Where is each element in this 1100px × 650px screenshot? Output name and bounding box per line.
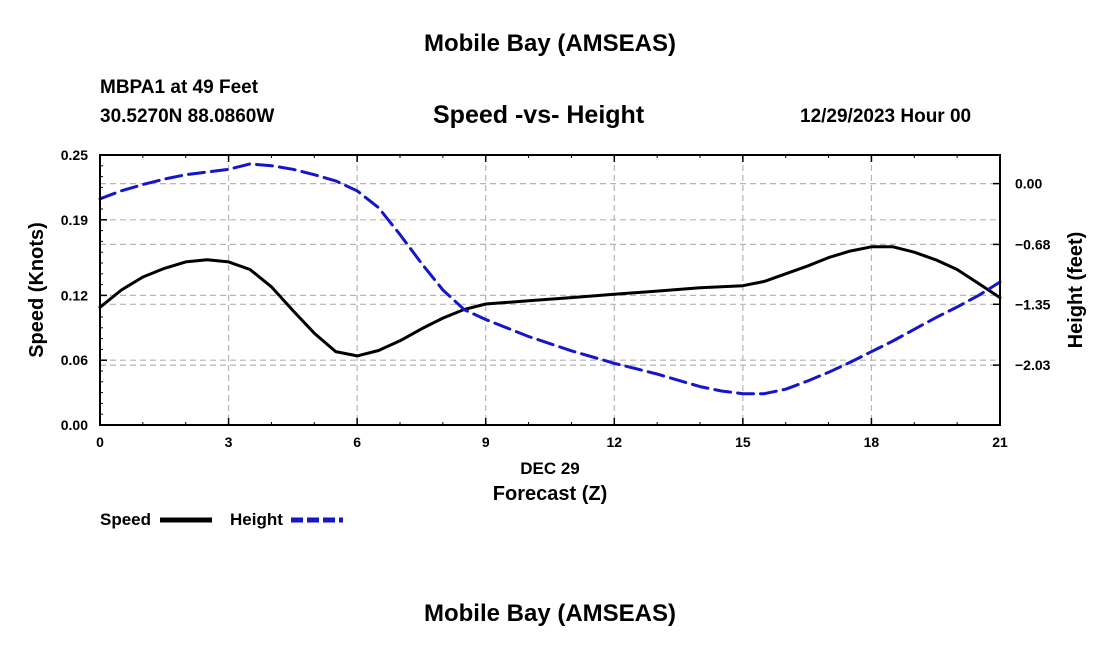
chart-subtitle: Speed -vs- Height (433, 101, 645, 129)
legend-label-speed: Speed (100, 510, 151, 529)
legend-label-height: Height (230, 510, 283, 529)
y-tick-label: 0.19 (61, 212, 88, 228)
x-tick-label: 18 (864, 434, 880, 450)
station-coordinates: 30.5270N 88.0860W (100, 106, 275, 127)
x-tick-label: 3 (225, 434, 233, 450)
y2-axis-label: Height (feet) (1065, 232, 1087, 349)
page-title: Mobile Bay (AMSEAS) (423, 30, 677, 57)
x-tick-label: 9 (482, 434, 490, 450)
y-tick-label: 0.25 (61, 147, 88, 163)
x-tick-label: 6 (353, 434, 361, 450)
series-layer (98, 162, 1002, 396)
y-axis-label: Speed (Knots) (26, 222, 48, 358)
x-tick-label: 21 (992, 434, 1008, 450)
grid-layer (100, 155, 1000, 425)
y-tick-label: 0.06 (61, 352, 88, 368)
y2-tick-label: −1.35 (1015, 296, 1051, 312)
y-tick-label: 0.00 (61, 417, 88, 433)
x-axis-date-label: DEC 29 (520, 459, 580, 478)
legend: Speed Height (100, 510, 343, 529)
series-line-height (98, 162, 1002, 396)
forecast-datetime: 12/29/2023 Hour 00 (800, 106, 972, 127)
page-title-bottom: Mobile Bay (AMSEAS) (423, 600, 677, 627)
y-tick-label: 0.12 (61, 287, 88, 303)
x-tick-label: 15 (735, 434, 751, 450)
axis-layer: 0 3 6 9 12 15 18 21 0.00 0.06 0.12 0.19 0.25 0.00 −0.6… (61, 147, 1051, 450)
x-tick-label: 12 (606, 434, 622, 450)
y2-tick-label: −0.68 (1015, 236, 1051, 252)
x-axis-label: Forecast (Z) (493, 483, 607, 505)
y2-tick-label: 0.00 (1015, 176, 1042, 192)
y2-tick-label: −2.03 (1015, 357, 1051, 373)
plot-frame (99, 154, 1001, 426)
series-line-speed (98, 245, 1002, 358)
x-tick-label: 0 (96, 434, 104, 450)
station-label: MBPA1 at 49 Feet (100, 77, 259, 98)
